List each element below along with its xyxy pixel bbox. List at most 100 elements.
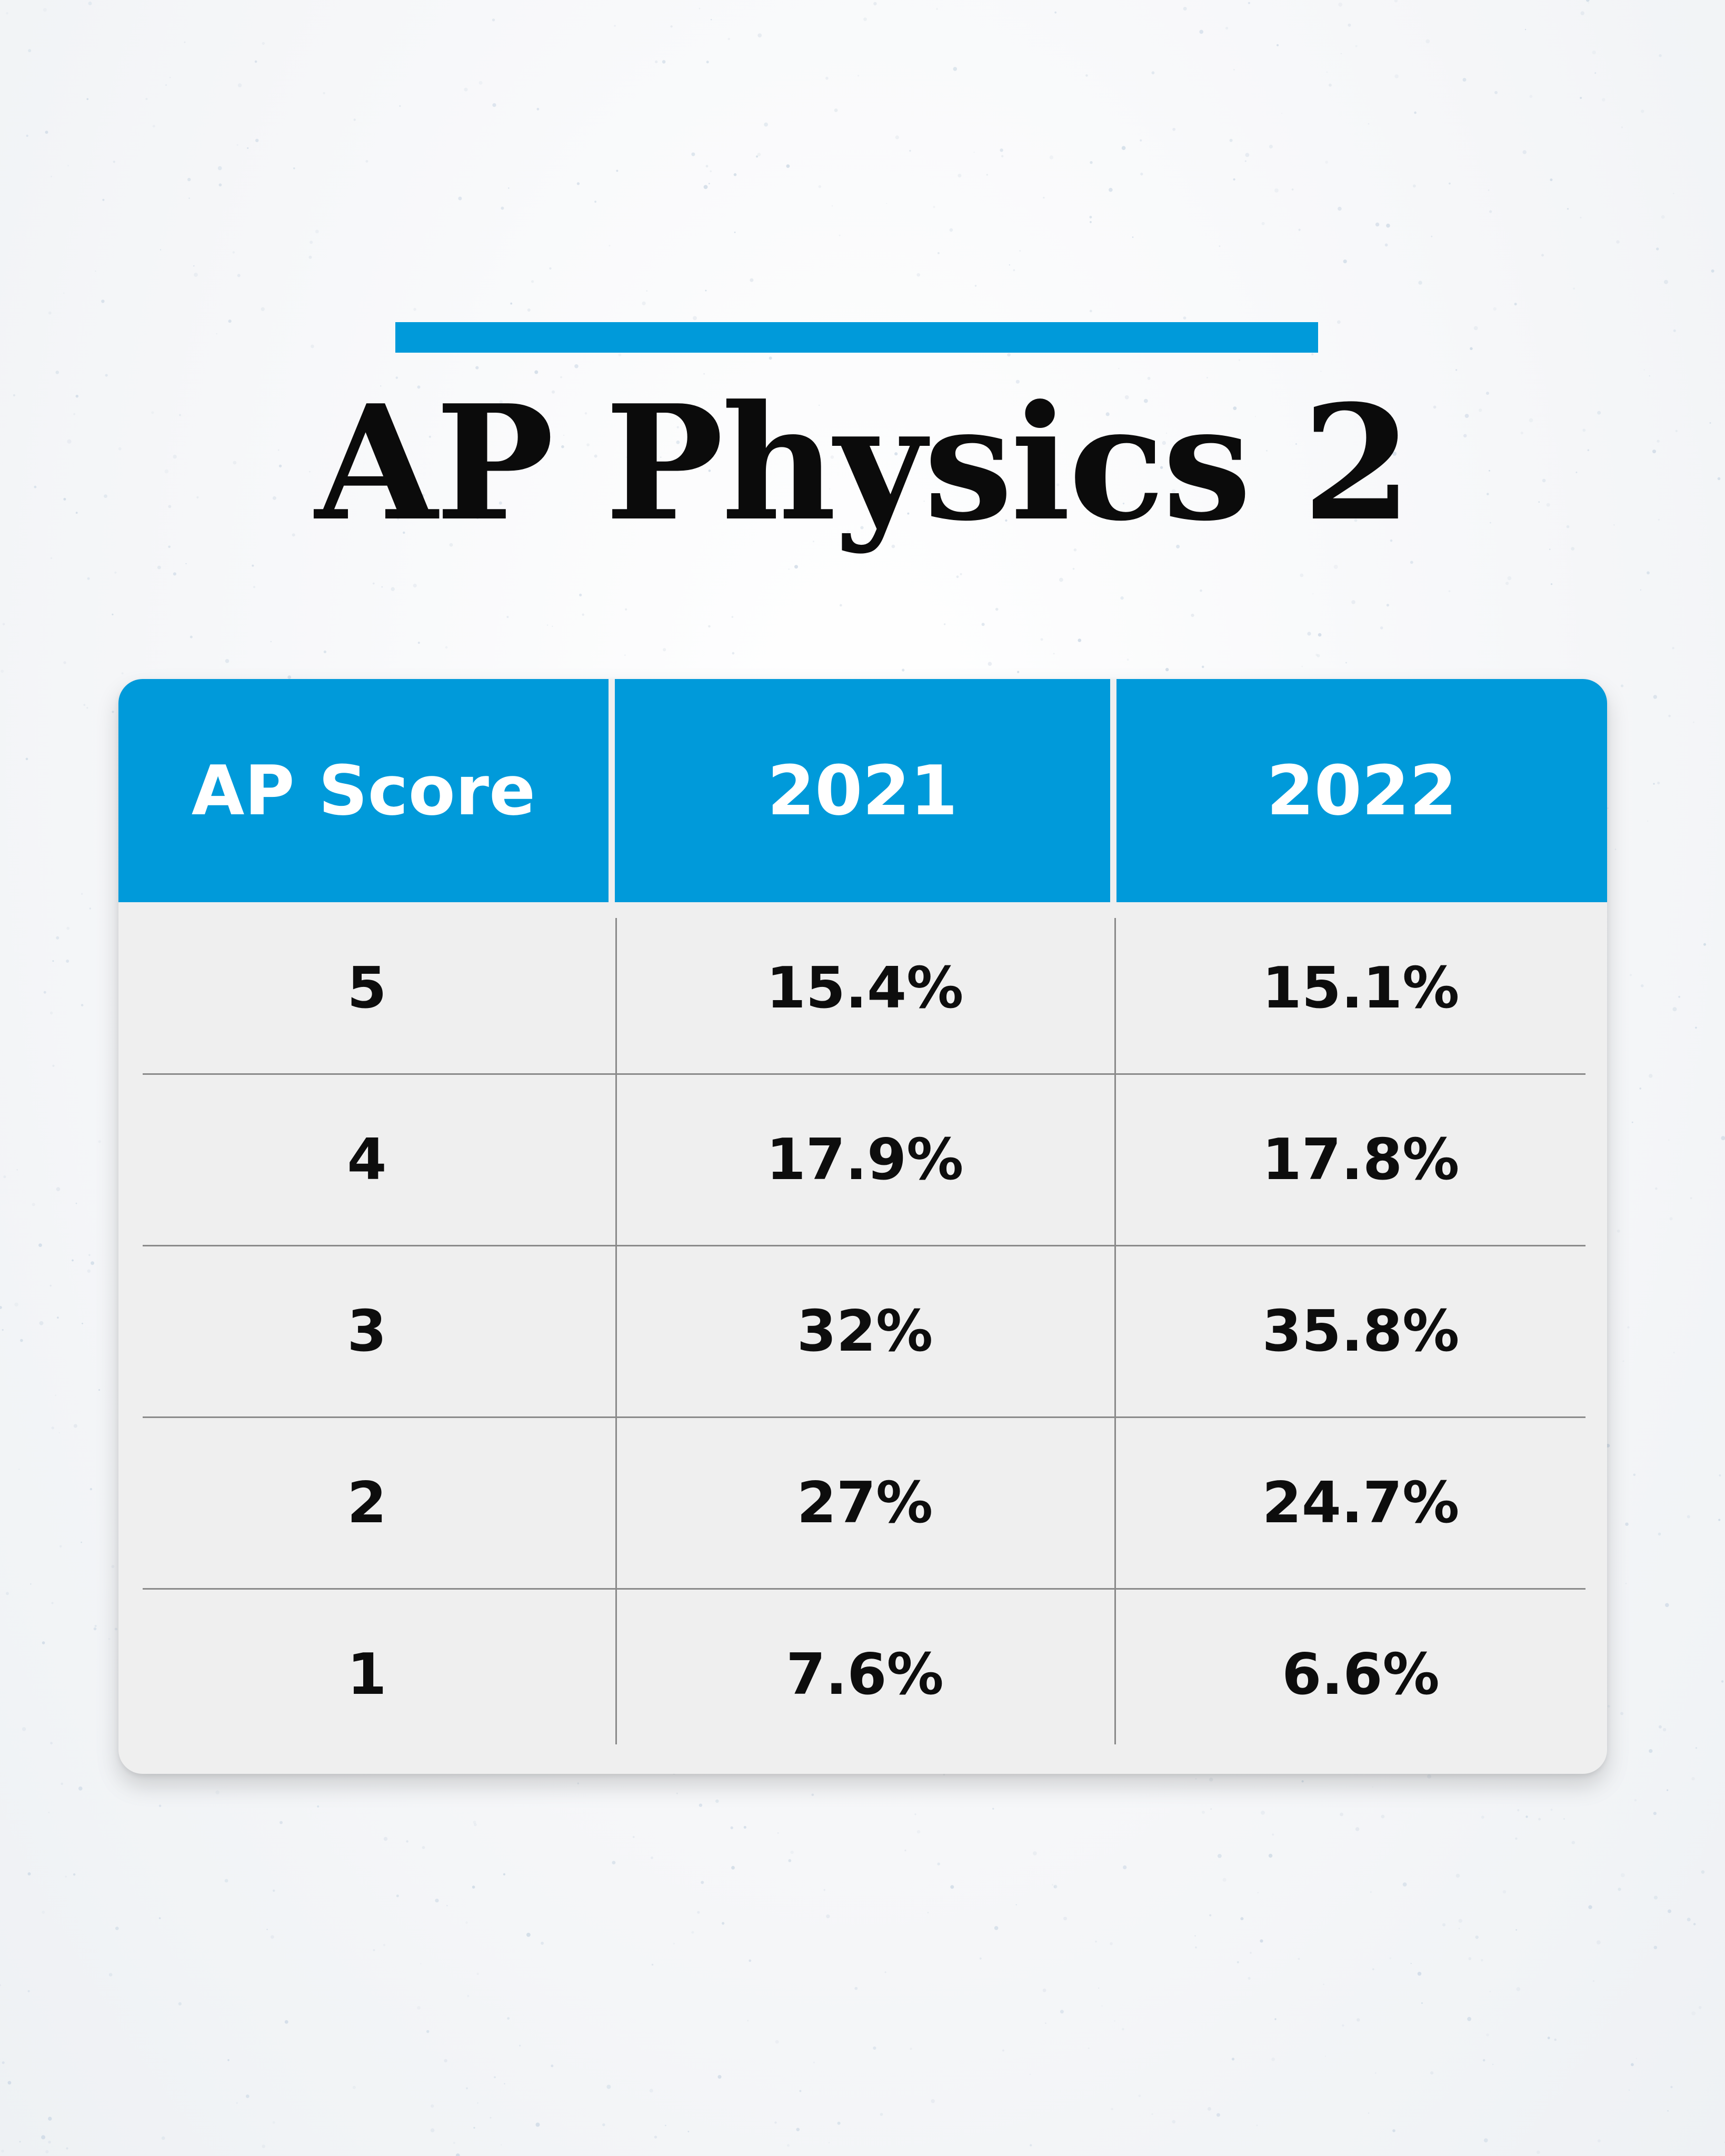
speckle-dot <box>1672 1007 1677 1012</box>
speckle-dot <box>193 265 195 267</box>
speckle-dot <box>1040 638 1043 641</box>
speckle-dot <box>1640 984 1644 987</box>
speckle-dot <box>42 1911 45 1914</box>
speckle-dot <box>1256 2124 1258 2127</box>
speckle-dot <box>1206 377 1208 378</box>
speckle-dot <box>1078 638 1082 642</box>
speckle-dot <box>472 1885 475 1889</box>
speckle-dot <box>956 575 959 578</box>
speckle-dot <box>931 2099 935 2103</box>
speckle-dot <box>417 2006 421 2010</box>
speckle-dot <box>27 1872 31 1875</box>
speckle-dot <box>708 470 711 472</box>
speckle-dot <box>445 646 448 649</box>
speckle-dot <box>953 67 958 71</box>
speckle-dot <box>1691 2011 1696 2015</box>
speckle-dot <box>474 1823 477 1826</box>
speckle-dot <box>1118 367 1120 370</box>
speckle-dot <box>950 1885 954 1889</box>
speckle-dot <box>1372 1786 1373 1788</box>
speckle-dot <box>20 1339 23 1342</box>
speckle-dot <box>89 907 91 910</box>
speckle-dot <box>51 1426 54 1430</box>
speckle-dot <box>34 485 37 488</box>
speckle-dot <box>1653 1895 1658 1900</box>
speckle-dot <box>1266 450 1268 452</box>
speckle-dot <box>55 371 59 374</box>
speckle-dot <box>673 1942 675 1945</box>
speckle-dot <box>104 494 107 498</box>
speckle-dot <box>1402 1882 1407 1887</box>
speckle-dot <box>1718 1519 1721 1521</box>
speckle-dot <box>531 280 534 283</box>
speckle-dot <box>1122 503 1125 505</box>
speckle-dot <box>1013 269 1015 272</box>
speckle-dot <box>831 205 833 207</box>
speckle-dot <box>775 2040 779 2044</box>
score-cell: 1 <box>347 1641 387 1708</box>
speckle-dot <box>1410 1963 1412 1964</box>
speckle-dot <box>63 292 65 294</box>
score-distribution-table: AP Score 2021 2022 5 15.4% 15.1% 4 17.9% 17.8% 3 3… <box>118 679 1607 1774</box>
speckle-dot <box>1269 144 1273 149</box>
speckle-dot <box>1410 561 1413 564</box>
speckle-dot <box>774 2121 777 2124</box>
speckle-dot <box>396 1894 399 1898</box>
speckle-dot <box>1427 1774 1431 1779</box>
speckle-dot <box>764 122 768 127</box>
speckle-dot <box>1394 74 1399 78</box>
speckle-dot <box>246 2094 250 2098</box>
speckle-dot <box>1201 1811 1205 1814</box>
speckle-dot <box>891 544 895 548</box>
speckle-dot <box>863 17 867 21</box>
speckle-dot <box>1333 564 1338 569</box>
speckle-dot <box>642 412 646 416</box>
speckle-dot <box>1354 518 1358 522</box>
speckle-dot <box>413 583 417 588</box>
speckle-dot <box>1658 518 1660 521</box>
speckle-dot <box>1620 1712 1623 1715</box>
speckle-dot <box>1323 1983 1324 1985</box>
speckle-dot <box>1370 1891 1372 1893</box>
speckle-dot <box>1195 1946 1197 1949</box>
speckle-dot <box>1607 1705 1610 1708</box>
speckle-dot <box>884 1971 886 1973</box>
speckle-dot <box>756 155 758 158</box>
speckle-dot <box>252 564 254 567</box>
speckle-dot <box>914 1813 916 1815</box>
speckle-dot <box>551 2064 554 2068</box>
speckle-dot <box>1667 2110 1669 2112</box>
speckle-dot <box>958 174 962 178</box>
speckle-dot <box>715 1799 719 1803</box>
speckle-dot <box>224 1879 228 1883</box>
percent-cell-2021: 7.6% <box>786 1641 944 1708</box>
percent-cell-2022: 15.1% <box>1262 955 1460 1021</box>
speckle-dot <box>1140 139 1142 142</box>
speckle-dot <box>1653 695 1657 699</box>
speckle-dot <box>1515 1929 1518 1931</box>
speckle-dot <box>1015 380 1020 384</box>
speckle-dot <box>1033 1851 1037 1855</box>
speckle-dot <box>916 273 920 277</box>
speckle-dot <box>152 125 155 128</box>
speckle-dot <box>886 203 888 204</box>
speckle-dot <box>475 366 479 370</box>
speckle-dot <box>190 635 193 638</box>
speckle-dot <box>420 1963 422 1964</box>
speckle-dot <box>1233 69 1235 71</box>
speckle-dot <box>693 316 697 321</box>
speckle-dot <box>606 2084 611 2089</box>
speckle-dot <box>794 565 798 569</box>
speckle-dot <box>490 2117 492 2119</box>
speckle-dot <box>1640 589 1641 591</box>
speckle-dot <box>1374 2072 1377 2074</box>
speckle-dot <box>492 103 496 107</box>
speckle-dot <box>1656 247 1659 251</box>
score-cell: 3 <box>347 1298 387 1364</box>
speckle-dot <box>417 385 421 389</box>
speckle-dot <box>1669 1217 1673 1221</box>
speckle-dot <box>225 659 230 663</box>
speckle-dot <box>270 1935 274 1939</box>
speckle-dot <box>1183 316 1186 320</box>
speckle-dot <box>38 1243 42 1247</box>
